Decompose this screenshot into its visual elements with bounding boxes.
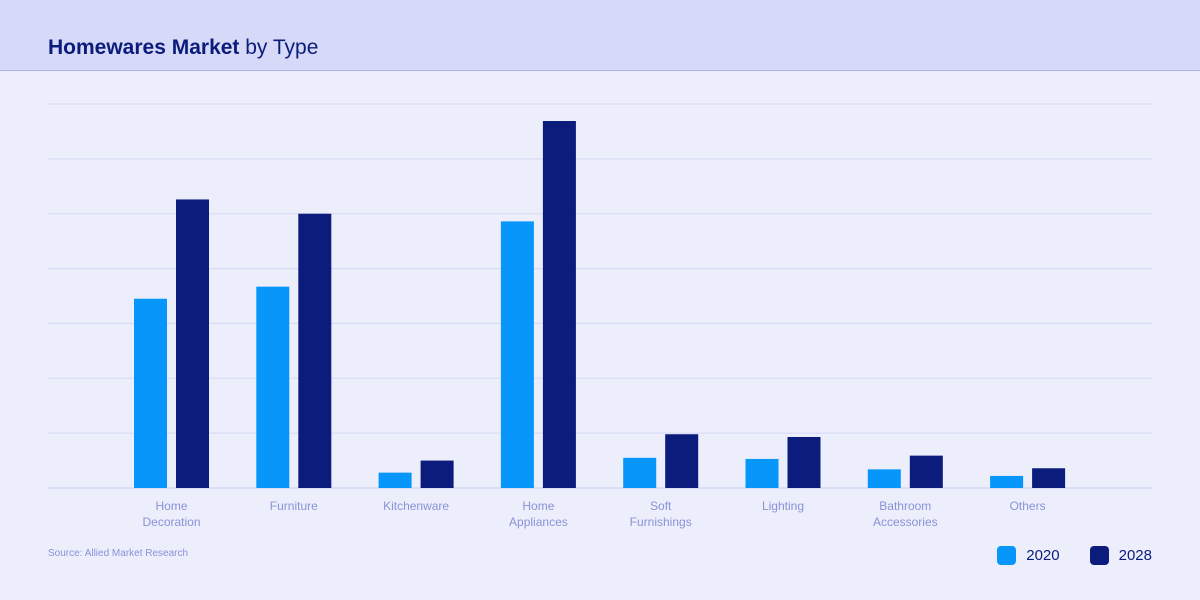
x-tick-label: Furniture [270,499,318,513]
bar-2020 [134,298,167,488]
page-title: Homewares Market by Type [48,36,318,60]
x-tick-label: Bathroom Accessories [873,499,938,529]
x-tick-label: Home Decoration [142,499,200,529]
bar-2020 [500,221,534,488]
legend-label-2028: 2028 [1118,547,1152,564]
bar-2028 [420,460,454,488]
title-light: by Type [239,36,319,59]
x-tick-label: Home Appliances [509,499,568,529]
bar-2020 [623,457,657,488]
header-bar: Homewares Market by Type [0,0,1200,71]
bar-2028 [542,121,576,489]
x-tick-label: Soft Furnishings [630,499,692,529]
legend-swatch-2028 [1089,546,1109,565]
bar-2020 [745,458,779,488]
legend: 2020 2028 [967,546,1152,565]
x-tick-label: Lighting [762,499,804,513]
bar-2028 [665,434,699,488]
legend-label-2020: 2020 [1026,547,1060,564]
bar-2020 [378,472,412,488]
x-tick-label: Others [1010,499,1046,513]
bar-2020 [256,286,290,488]
bar-2028 [909,455,943,488]
bar-2028 [176,199,209,489]
x-tick-label: Kitchenware [383,499,449,513]
source-note: Source: Allied Market Research [48,548,189,559]
bar-2028 [298,213,332,488]
legend-item-2020: 2020 [997,546,1060,565]
bar-2028 [787,436,821,488]
legend-swatch-2020 [997,546,1017,565]
bar-2020 [990,475,1024,488]
title-bold: Homewares Market [48,36,240,59]
legend-item-2028: 2028 [1089,546,1152,565]
bar-2028 [1032,468,1066,488]
bar-2020 [867,469,901,488]
